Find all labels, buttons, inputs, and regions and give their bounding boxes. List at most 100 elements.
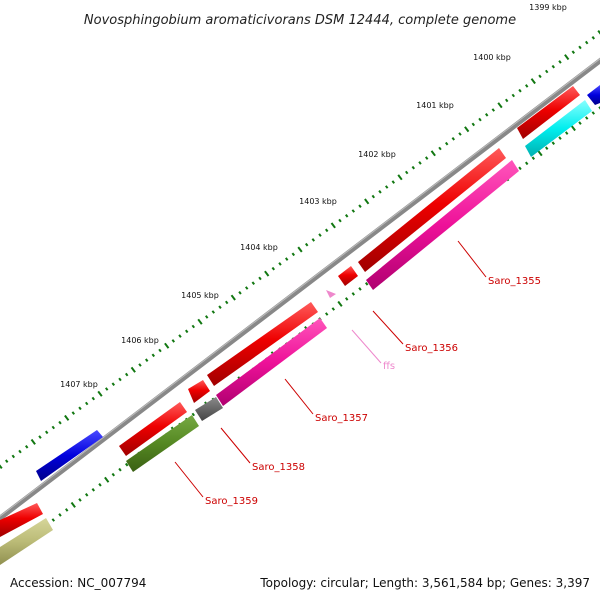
gene-bar-saro-1358[interactable] [195,397,223,421]
outer-ring-minor-tick [418,161,422,165]
cds-arrow-saro-1356[interactable] [338,266,358,286]
inner-ring-major-tick [337,300,343,307]
outer-ring-minor-tick [371,194,376,199]
outer-ring-minor-tick [244,286,249,290]
outer-ring-minor-tick [238,291,242,295]
outer-ring-minor-tick [358,204,362,208]
outer-ring-minor-tick [18,449,22,454]
inner-ring-minor-tick [98,483,102,487]
inner-ring-minor-tick [551,141,556,145]
gene-bar-saro-1359[interactable] [126,415,199,472]
outer-ring-minor-tick [518,88,522,93]
inner-ring-minor-tick [524,161,529,166]
outer-ring-minor-tick [558,60,562,64]
gene-arrow-blue-edge[interactable] [587,85,600,105]
gene-label-saro-1355[interactable]: Saro_1355 [488,276,541,287]
tick-label-1402: 1402 kbp [358,150,396,159]
inner-ring-minor-tick [358,287,362,291]
inner-ring-minor-tick [558,136,562,140]
inner-ring-major-tick [537,150,543,157]
outer-ring-minor-tick [444,141,449,146]
outer-ring-minor-tick [311,238,316,242]
outer-ring-minor-tick [124,372,129,377]
gene-bar-cyan[interactable] [525,100,592,157]
inner-ring-major-tick [70,501,76,508]
cds-arrow-1[interactable] [517,86,580,139]
inner-ring-minor-tick [578,121,582,125]
outer-ring-minor-tick [484,113,489,117]
outer-ring-minor-tick [58,420,62,425]
cds-arrow-edge[interactable] [0,503,43,537]
inner-ring-minor-tick [324,312,329,316]
outer-ring-major-tick [530,78,536,85]
leader-saro-1359 [174,461,204,498]
cds-arrow-saro-1355[interactable] [358,148,506,272]
inner-ring-minor-tick [64,508,69,512]
outer-ring-minor-tick [551,64,556,69]
outer-ring-minor-tick [24,445,29,449]
gene-labels: Saro_1355 Saro_1356 ffs Saro_1357 Saro_1… [205,276,541,507]
gene-arrow-blue-outer[interactable] [36,430,103,481]
backbone-highlight [0,58,600,517]
outer-ring-major-tick [364,198,370,205]
cds-arrow-saro-1359[interactable] [119,402,187,456]
outer-ring-minor-tick [184,329,189,334]
genome-summary-label: Topology: circular; Length: 3,561,584 bp… [260,576,590,590]
rna-feature-ffs[interactable] [326,290,336,298]
outer-ring-minor-tick [411,165,416,170]
outer-ring-minor-tick [158,348,162,353]
outer-ring-minor-tick [424,156,429,160]
kbp-tick-labels: 1399 kbp 1400 kbp 1401 kbp 1402 kbp 1403… [60,3,567,389]
gene-leader-lines [174,240,487,498]
outer-ring-minor-tick [504,98,509,103]
outer-ring-major-tick [464,126,470,133]
cds-arrow-saro-1358[interactable] [188,380,210,403]
tick-label-1401: 1401 kbp [416,101,454,110]
gene-bar-saro-1355[interactable] [366,160,519,290]
inner-ring-minor-tick [111,472,116,477]
outer-ring-minor-tick [44,430,49,435]
outer-ring-minor-tick [511,93,516,98]
accession-label: Accession: NC_007794 [10,576,147,590]
outer-ring-major-tick [497,102,503,109]
outer-ring-major-tick [130,366,136,373]
outer-ring-major-tick [297,246,303,253]
outer-ring-minor-tick [344,214,349,218]
gene-bar-khaki-edge[interactable] [0,518,53,565]
outer-ring-major-tick [597,30,600,36]
outer-ring-major-tick [264,270,270,277]
cds-arrow-saro-1357[interactable] [207,302,318,386]
outer-ring-minor-tick [591,36,596,40]
backbone-line [0,57,600,522]
outer-ring-minor-tick [324,228,329,233]
outer-ring-minor-tick [218,305,222,309]
genome-backbone [0,57,600,522]
gene-label-saro-1357[interactable]: Saro_1357 [315,413,368,424]
outer-ring-minor-tick [404,170,409,175]
inner-ring-minor-tick [91,488,96,492]
outer-ring-minor-tick [91,396,96,401]
outer-ring-minor-tick [571,50,576,54]
outer-ring-minor-tick [378,190,382,194]
outer-ring-minor-tick [391,180,396,184]
outer-ring-major-tick [164,342,170,349]
outer-ring-minor-tick [11,454,16,459]
gene-label-ffs[interactable]: ffs [383,361,395,372]
gene-label-saro-1359[interactable]: Saro_1359 [205,496,258,507]
outer-ring-minor-tick [471,122,476,127]
inner-ring-minor-tick [124,462,129,467]
leader-saro-1356 [372,310,404,345]
inner-ring-minor-tick [531,156,536,160]
outer-ring-minor-tick [438,146,442,151]
outer-ring-minor-tick [84,401,89,406]
inner-ring-minor-tick [51,518,56,522]
outer-tick-ring [0,30,600,469]
outer-ring-minor-tick [211,310,216,314]
gene-bar-saro-1357[interactable] [216,318,327,406]
outer-ring-major-tick [564,54,570,61]
outer-ring-minor-tick [258,276,262,281]
leader-ffs [351,329,382,364]
gene-label-saro-1356[interactable]: Saro_1356 [405,343,458,354]
gene-label-saro-1358[interactable]: Saro_1358 [252,462,305,473]
